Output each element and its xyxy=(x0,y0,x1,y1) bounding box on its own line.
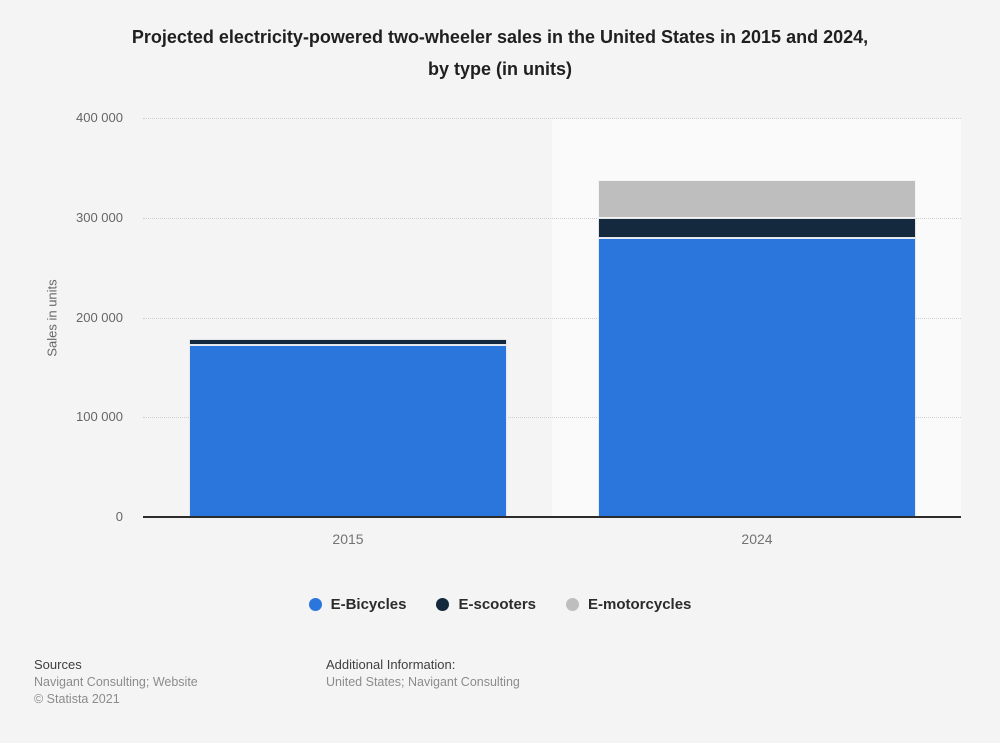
additional-info-line: United States; Navigant Consulting xyxy=(326,675,520,689)
gridline-100000 xyxy=(143,417,961,419)
sources-line[interactable]: Navigant Consulting; Website xyxy=(34,675,198,689)
legend-item-e-bicycles[interactable]: E-Bicycles xyxy=(308,596,407,613)
additional-info-label: Additional Information: xyxy=(326,657,456,672)
e-bicycles-legend-dot xyxy=(308,598,322,611)
legend-item-e-scooters[interactable]: E-scooters xyxy=(436,596,536,613)
bar-segment-2024-e-motorcycles[interactable] xyxy=(597,179,916,218)
chart-title: Projected electricity-powered two-wheele… xyxy=(131,27,869,79)
x-tick-label-2024: 2024 xyxy=(741,531,773,547)
y-tick-label-300000: 300 000 xyxy=(76,209,123,225)
y-tick-label-0: 0 xyxy=(115,509,123,524)
y-tick-label-100000: 100 000 xyxy=(76,409,123,425)
bar-segment-2015-e-motorcycles[interactable] xyxy=(188,337,507,340)
legend-label-e-bicycles: E-Bicycles xyxy=(330,596,407,613)
legend-label-e-scooters: E-scooters xyxy=(458,596,537,613)
sources-label: Sources xyxy=(34,657,82,672)
legend-item-e-motorcycles[interactable]: E-motorcycles xyxy=(566,596,691,613)
footer-additional-column: Additional Information: United States; N… xyxy=(326,657,520,689)
copyright-line: © Statista 2021 xyxy=(34,692,120,706)
y-tick-label-200000: 200 000 xyxy=(76,309,123,325)
plot-area xyxy=(143,118,961,517)
bar-segment-2024-e-bicycles[interactable] xyxy=(597,237,916,517)
gridline-400000 xyxy=(143,118,961,119)
legend-label-e-motorcycles: E-motorcycles xyxy=(588,596,692,613)
y-tick-label-400000: 400 000 xyxy=(76,110,123,125)
bar-segment-2024-e-scooters[interactable] xyxy=(597,217,916,238)
e-motorcycles-legend-dot xyxy=(566,598,580,611)
gridline-200000 xyxy=(143,317,961,319)
x-axis-line xyxy=(143,516,961,518)
bar-segment-2015-e-scooters[interactable] xyxy=(188,339,507,346)
legend: E-Bicycles E-scooters E-motorcycles xyxy=(0,596,1000,613)
e-scooters-legend-dot xyxy=(436,598,450,611)
y-axis-ticks: 0 100 000 200 000 300 000 400 000 xyxy=(30,0,123,530)
x-tick-label-2015: 2015 xyxy=(332,531,364,547)
bar-segment-2015-e-bicycles[interactable] xyxy=(188,345,507,517)
footer-sources-column: Sources Navigant Consulting; Website © S… xyxy=(34,657,198,706)
gridline-300000 xyxy=(143,217,961,219)
